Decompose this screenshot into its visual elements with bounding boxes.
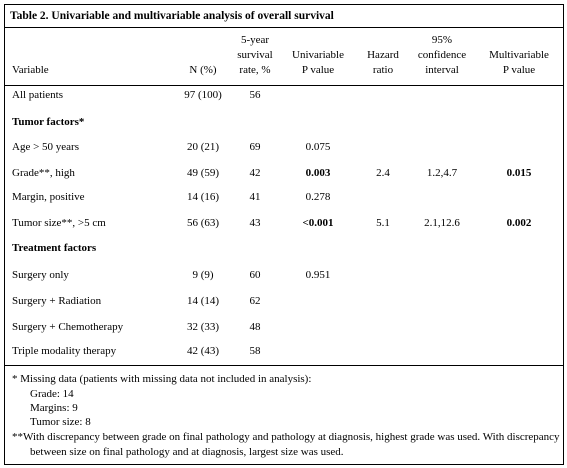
cell: 97 (100) (184, 89, 222, 101)
column-header: N (%) (189, 64, 217, 76)
column-header: confidence (417, 49, 467, 61)
column-header: survival (237, 49, 273, 61)
cell: 62 (249, 295, 261, 307)
column-header: Hazard (367, 49, 399, 61)
cell: 56 (63) (186, 217, 220, 229)
row-label: Triple modality therapy (12, 345, 117, 357)
cell: 56 (249, 89, 261, 101)
table-title: Table 2. Univariable and multivariable a… (10, 10, 334, 22)
row-label: Surgery + Radiation (12, 295, 102, 307)
column-header: Univariable (292, 49, 344, 61)
column-header: Multivariable (489, 49, 549, 61)
cell: 42 (43) (186, 345, 220, 357)
column-header: interval (425, 64, 459, 76)
cell: 42 (249, 167, 261, 179)
row-label: Margin, positive (12, 191, 85, 203)
column-header: P value (502, 64, 536, 76)
cell: 58 (249, 345, 261, 357)
column-header: Variable (12, 64, 49, 76)
cell: 9 (9) (192, 269, 214, 281)
footnote: Margins: 9 (30, 402, 78, 414)
cell: 60 (249, 269, 261, 281)
footnote: * Missing data (patients with missing da… (12, 373, 312, 385)
footnote: Grade: 14 (30, 388, 74, 400)
footnote: **With discrepancy between grade on fina… (12, 431, 560, 458)
cell: <0.001 (302, 217, 334, 229)
row-label: Age > 50 years (12, 141, 79, 153)
cell: 0.003 (305, 167, 331, 179)
table-border (4, 4, 564, 465)
footnote: Tumor size: 8 (30, 416, 91, 428)
cell: 5.1 (376, 217, 390, 229)
cell: 0.002 (506, 217, 532, 229)
cell: 41 (249, 191, 261, 203)
cell: 0.075 (305, 141, 331, 153)
row-label: Tumor size**, >5 cm (12, 217, 106, 229)
column-header: 95% (431, 34, 453, 46)
column-header: ratio (372, 64, 394, 76)
cell: 0.015 (506, 167, 532, 179)
cell: 2.1,12.6 (424, 217, 460, 229)
cell: 20 (21) (186, 141, 220, 153)
cell: 43 (249, 217, 261, 229)
rule (4, 365, 564, 366)
column-header: P value (301, 64, 335, 76)
cell: 14 (16) (186, 191, 220, 203)
cell: 49 (59) (186, 167, 220, 179)
rule (4, 85, 564, 86)
section-heading: Treatment factors (12, 242, 97, 254)
cell: 14 (14) (186, 295, 220, 307)
cell: 69 (249, 141, 261, 153)
row-label: All patients (12, 89, 64, 101)
row-label: Surgery only (12, 269, 69, 281)
cell: 32 (33) (186, 321, 220, 333)
row-label: Grade**, high (12, 167, 75, 179)
cell: 0.951 (305, 269, 331, 281)
section-heading: Tumor factors* (12, 116, 85, 128)
cell: 48 (249, 321, 261, 333)
cell: 2.4 (376, 167, 390, 179)
cell: 1.2,4.7 (426, 167, 458, 179)
column-header: rate, % (239, 64, 271, 76)
row-label: Surgery + Chemotherapy (12, 321, 124, 333)
rule (4, 27, 564, 28)
column-header: 5-year (240, 34, 270, 46)
cell: 0.278 (305, 191, 331, 203)
